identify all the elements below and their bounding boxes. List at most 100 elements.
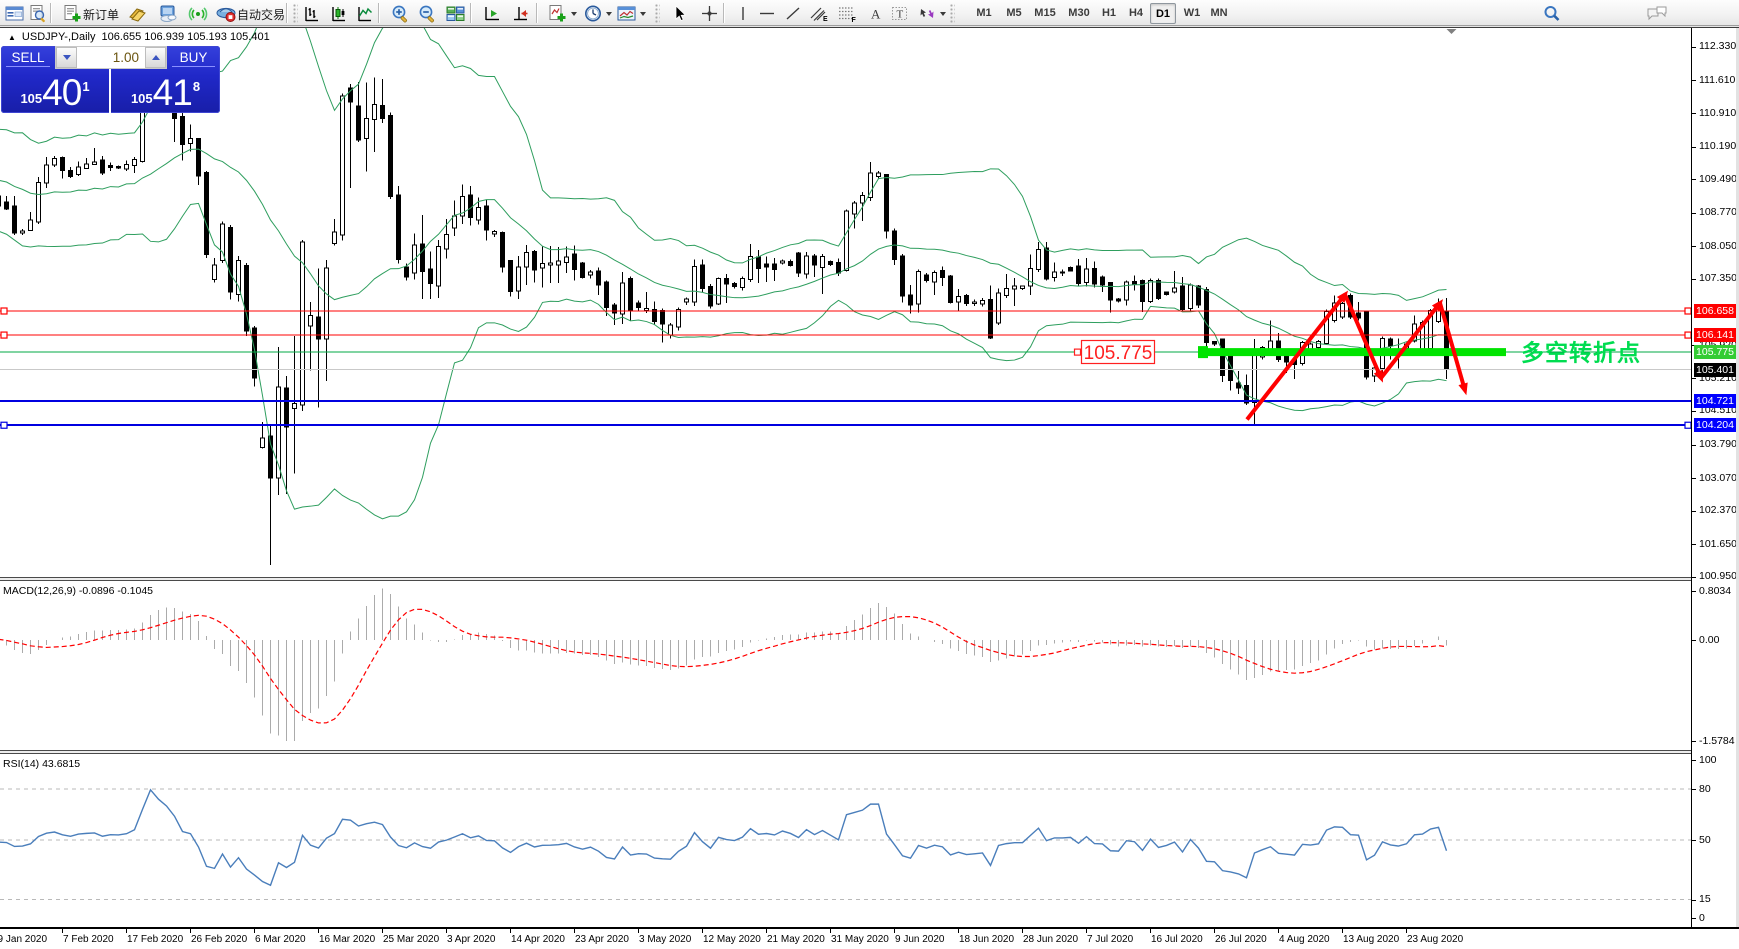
svg-text:E: E (823, 16, 828, 23)
price-badge-105.401: 105.401 (1693, 362, 1737, 377)
macd-panel-canvas[interactable] (0, 581, 1691, 750)
candle-body (492, 231, 497, 235)
dropdown-caret-icon[interactable] (605, 11, 612, 16)
main-chart-canvas[interactable]: 105.775 多空转折点 (0, 28, 1691, 577)
timeframe-h4-button[interactable]: H4 (1128, 7, 1144, 19)
dropdown-caret-icon[interactable] (571, 11, 577, 16)
toolbar-grip[interactable] (655, 4, 660, 23)
strategy-tester-button[interactable] (26, 2, 50, 25)
timeframe-h1-button[interactable]: H1 (1101, 7, 1117, 19)
sell-price-quote[interactable]: 105 40 1 (1, 69, 109, 113)
trend-arrow-segment[interactable] (1438, 302, 1467, 392)
candle-body (268, 435, 273, 479)
trendline-button[interactable] (781, 2, 805, 25)
sell-button[interactable]: SELL (1, 46, 55, 68)
time-tick (254, 929, 255, 933)
fibonacci-button[interactable]: F (835, 2, 859, 25)
chart-shift-button[interactable] (508, 2, 532, 25)
candle-body (1028, 268, 1033, 287)
signals-button[interactable] (186, 2, 210, 25)
candle-body (836, 261, 841, 274)
timeframe-w1-button[interactable]: W1 (1183, 7, 1201, 19)
volume-increase-button[interactable] (145, 47, 166, 68)
candlestick-chart-button[interactable] (327, 2, 351, 25)
line-chart-icon (355, 4, 375, 23)
dropdown-caret-icon[interactable] (939, 11, 946, 16)
text-button[interactable]: A (864, 2, 888, 25)
volume-decrease-button[interactable] (56, 47, 77, 68)
templates-button[interactable] (614, 2, 648, 25)
terminal-button[interactable] (156, 2, 180, 25)
line-handle[interactable] (0, 307, 8, 315)
line-handle[interactable] (0, 331, 8, 339)
chart-shift-marker[interactable] (1446, 29, 1457, 34)
timeframe-m1-button[interactable]: M1 (976, 7, 992, 19)
arrows-button[interactable] (914, 2, 948, 25)
horizontal-line-button[interactable] (755, 2, 779, 25)
indicators-button[interactable] (545, 2, 579, 25)
toolbar-grip[interactable] (950, 4, 955, 23)
trend-arrow-head (1373, 369, 1383, 383)
annotation-text[interactable]: 多空转折点 (1521, 339, 1641, 365)
zoom-out-button[interactable] (415, 2, 439, 25)
zoom-in-button[interactable] (388, 2, 412, 25)
scale-tick (1692, 918, 1696, 919)
rsi-panel-canvas[interactable] (0, 754, 1691, 926)
candle-body (748, 255, 753, 281)
line-handle[interactable] (1684, 307, 1691, 315)
trend-arrow-segment[interactable] (1379, 301, 1442, 380)
vertical-line-button[interactable] (731, 2, 755, 25)
line-handle[interactable] (1684, 331, 1691, 339)
price-label-handle[interactable] (1073, 348, 1082, 356)
scale-tick (1692, 179, 1696, 181)
crosshair-button[interactable] (697, 2, 721, 25)
autotrading-button[interactable] (214, 2, 238, 25)
chat-button[interactable] (1645, 2, 1669, 25)
support-zone-band[interactable] (1203, 348, 1506, 357)
new-order-button[interactable] (60, 2, 84, 25)
bar-chart-button[interactable] (300, 2, 324, 25)
toolbar-grip[interactable] (293, 4, 298, 23)
candle-body (1156, 279, 1161, 299)
tile-windows-button[interactable] (443, 2, 467, 25)
timeframe-m30-button[interactable]: M30 (1068, 7, 1090, 19)
candle-body (948, 275, 953, 304)
text-label-button[interactable]: T (888, 2, 912, 25)
timeframe-d1-button[interactable]: D1 (1150, 3, 1176, 24)
time-tick (1278, 929, 1279, 933)
timeframe-m5-button[interactable]: M5 (1006, 7, 1022, 19)
cursor-button[interactable] (667, 2, 691, 25)
charts-window-button[interactable] (3, 2, 27, 25)
strategy-tester-icon-svg (30, 5, 45, 23)
price-scale[interactable]: 112.330 111.610 110.910 110.190 109.490 108.7… (1691, 28, 1739, 927)
panel-splitter-rsi[interactable] (0, 750, 1691, 754)
trend-arrow-segment[interactable] (1343, 293, 1383, 379)
band-handle[interactable] (1198, 346, 1208, 359)
line-chart-button[interactable] (353, 2, 377, 25)
candle-body (924, 274, 929, 282)
autotrading-label[interactable]: 自动交易 (237, 8, 286, 22)
candle-body (980, 299, 985, 305)
time-axis[interactable]: 29 Jan 2020 7 Feb 2020 17 Feb 2020 26 Feb 2… (0, 927, 1739, 949)
new-order-label[interactable]: 新订单 (83, 8, 120, 22)
volume-input[interactable]: 1.00 (77, 47, 145, 68)
search-button[interactable] (1540, 2, 1564, 25)
buy-button[interactable]: BUY (167, 46, 220, 68)
buy-price-quote[interactable]: 105 41 8 (111, 69, 220, 113)
dropdown-caret-icon[interactable] (640, 11, 646, 16)
price-label-box[interactable] (1080, 339, 1156, 365)
panel-splitter-macd[interactable] (0, 577, 1691, 581)
candle-body (692, 265, 697, 303)
autotrading-icon-svg (216, 7, 236, 22)
timeframe-m15-button[interactable]: M15 (1034, 7, 1056, 19)
trend-arrow-segment[interactable] (1245, 293, 1347, 421)
auto-scroll-button[interactable] (480, 2, 504, 25)
toolbar-separator (378, 3, 380, 23)
line-handle[interactable] (0, 421, 8, 429)
metaeditor-button[interactable] (126, 2, 150, 25)
bollinger-middle-band (0, 148, 1447, 351)
periods-button[interactable] (580, 2, 614, 25)
timeframe-mn-button[interactable]: MN (1210, 7, 1228, 19)
line-handle[interactable] (1684, 421, 1691, 429)
equidistant-channel-button[interactable]: E (807, 2, 831, 25)
